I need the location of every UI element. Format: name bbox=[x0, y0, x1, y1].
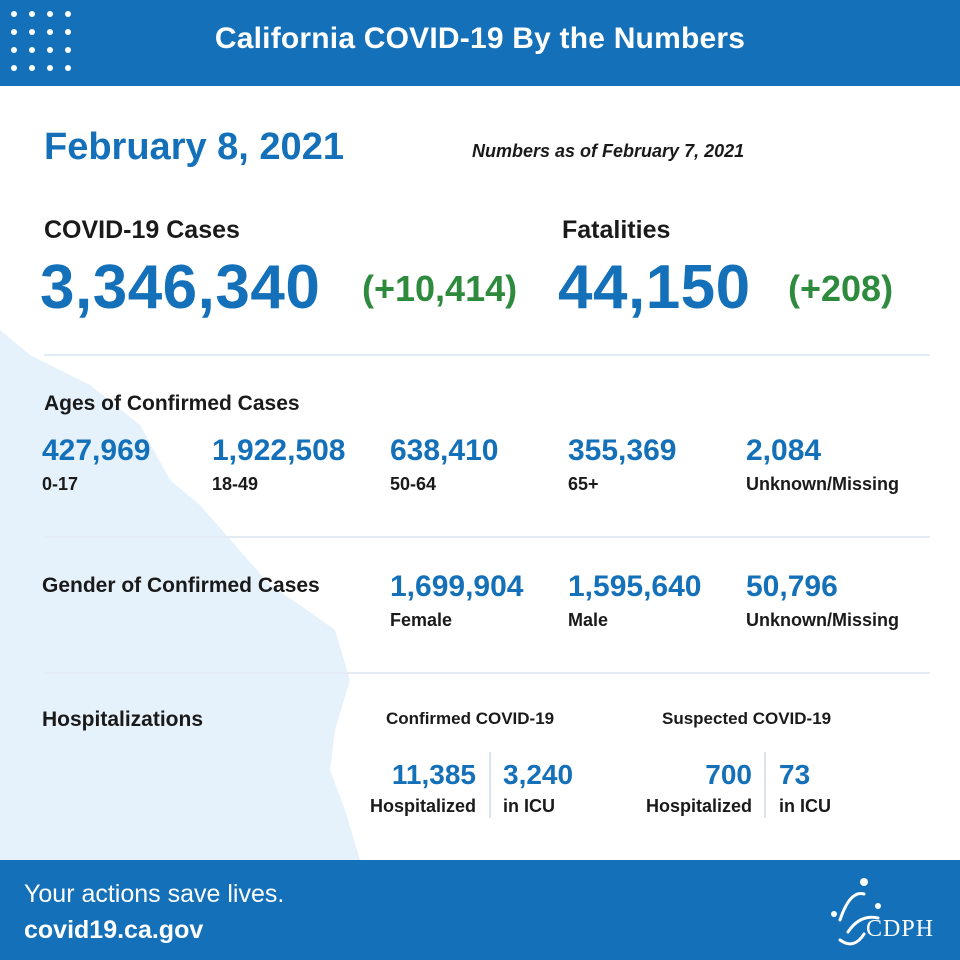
confirmed-icu-value: 3,240 bbox=[503, 759, 574, 790]
hospitalizations-title: Hospitalizations bbox=[42, 708, 204, 731]
report-date: February 8, 2021 bbox=[44, 126, 344, 168]
california-map-shape bbox=[0, 330, 360, 860]
ages-title: Ages of Confirmed Cases bbox=[44, 392, 300, 415]
age-group-65-plus: 355,369 65+ bbox=[568, 434, 676, 495]
confirmed-hospitalized: 11,385 Hospitalized bbox=[356, 758, 476, 817]
age-value: 427,969 bbox=[42, 434, 151, 467]
suspected-hospitalized: 700 Hospitalized bbox=[630, 758, 752, 817]
age-value: 1,922,508 bbox=[212, 434, 346, 467]
footer-slogan: Your actions save lives. bbox=[24, 880, 285, 908]
footer-bar: Your actions save lives. covid19.ca.gov … bbox=[0, 860, 960, 960]
cdph-logo-icon bbox=[831, 878, 881, 946]
fatalities-change: (+208) bbox=[788, 268, 894, 309]
gender-title: Gender of Confirmed Cases bbox=[42, 574, 320, 597]
age-label: 0-17 bbox=[42, 474, 79, 494]
page-title: California COVID-19 By the Numbers bbox=[214, 22, 746, 55]
age-group-unknown: 2,084 Unknown/Missing bbox=[746, 434, 899, 495]
age-value: 638,410 bbox=[390, 434, 499, 467]
header-bar: California COVID-19 By the Numbers bbox=[0, 0, 960, 86]
divider bbox=[44, 536, 930, 538]
suspected-icu-value: 73 bbox=[779, 759, 811, 790]
column-separator bbox=[764, 752, 766, 818]
age-group-50-64: 638,410 50-64 bbox=[390, 434, 498, 495]
gender-label: Unknown/Missing bbox=[746, 610, 899, 630]
gender-label: Female bbox=[390, 610, 453, 630]
dot-grid-icon bbox=[11, 11, 71, 71]
column-separator bbox=[489, 752, 491, 818]
gender-male: 1,595,640 Male bbox=[568, 570, 701, 631]
confirmed-covid-heading: Confirmed COVID-19 bbox=[386, 709, 555, 728]
cases-label: COVID-19 Cases bbox=[44, 216, 240, 244]
age-label: Unknown/Missing bbox=[746, 474, 899, 494]
suspected-icu: 73 in ICU bbox=[779, 758, 831, 817]
age-value: 355,369 bbox=[568, 434, 677, 467]
divider bbox=[44, 354, 930, 356]
fatalities-total: 44,150 bbox=[558, 253, 751, 322]
age-label: 18-49 bbox=[212, 474, 259, 494]
age-label: 50-64 bbox=[390, 474, 437, 494]
age-value: 2,084 bbox=[746, 434, 822, 467]
gender-female: 1,699,904 Female bbox=[390, 570, 523, 631]
gender-label: Male bbox=[568, 610, 609, 630]
divider bbox=[44, 672, 930, 674]
confirmed-icu-label: in ICU bbox=[503, 796, 555, 816]
gender-value: 50,796 bbox=[746, 570, 838, 603]
suspected-hospitalized-label: Hospitalized bbox=[645, 796, 752, 816]
footer-website-link[interactable]: covid19.ca.gov bbox=[24, 916, 204, 944]
gender-unknown: 50,796 Unknown/Missing bbox=[746, 570, 899, 631]
confirmed-hospitalized-value: 11,385 bbox=[391, 759, 476, 790]
suspected-icu-label: in ICU bbox=[779, 796, 831, 816]
confirmed-icu: 3,240 in ICU bbox=[503, 758, 573, 817]
gender-value: 1,595,640 bbox=[568, 570, 702, 603]
gender-value: 1,699,904 bbox=[390, 570, 524, 603]
suspected-covid-heading: Suspected COVID-19 bbox=[662, 709, 832, 728]
suspected-hospitalized-value: 700 bbox=[705, 759, 752, 790]
age-group-18-49: 1,922,508 18-49 bbox=[212, 434, 345, 495]
as-of-note: Numbers as of February 7, 2021 bbox=[472, 141, 745, 161]
age-group-0-17: 427,969 0-17 bbox=[42, 434, 150, 495]
fatalities-label: Fatalities bbox=[562, 216, 671, 244]
confirmed-hospitalized-label: Hospitalized bbox=[369, 796, 476, 816]
cases-change: (+10,414) bbox=[362, 268, 518, 309]
cdph-logo-text: CDPH bbox=[866, 916, 935, 942]
cases-total: 3,346,340 bbox=[40, 253, 321, 322]
age-label: 65+ bbox=[568, 474, 599, 494]
